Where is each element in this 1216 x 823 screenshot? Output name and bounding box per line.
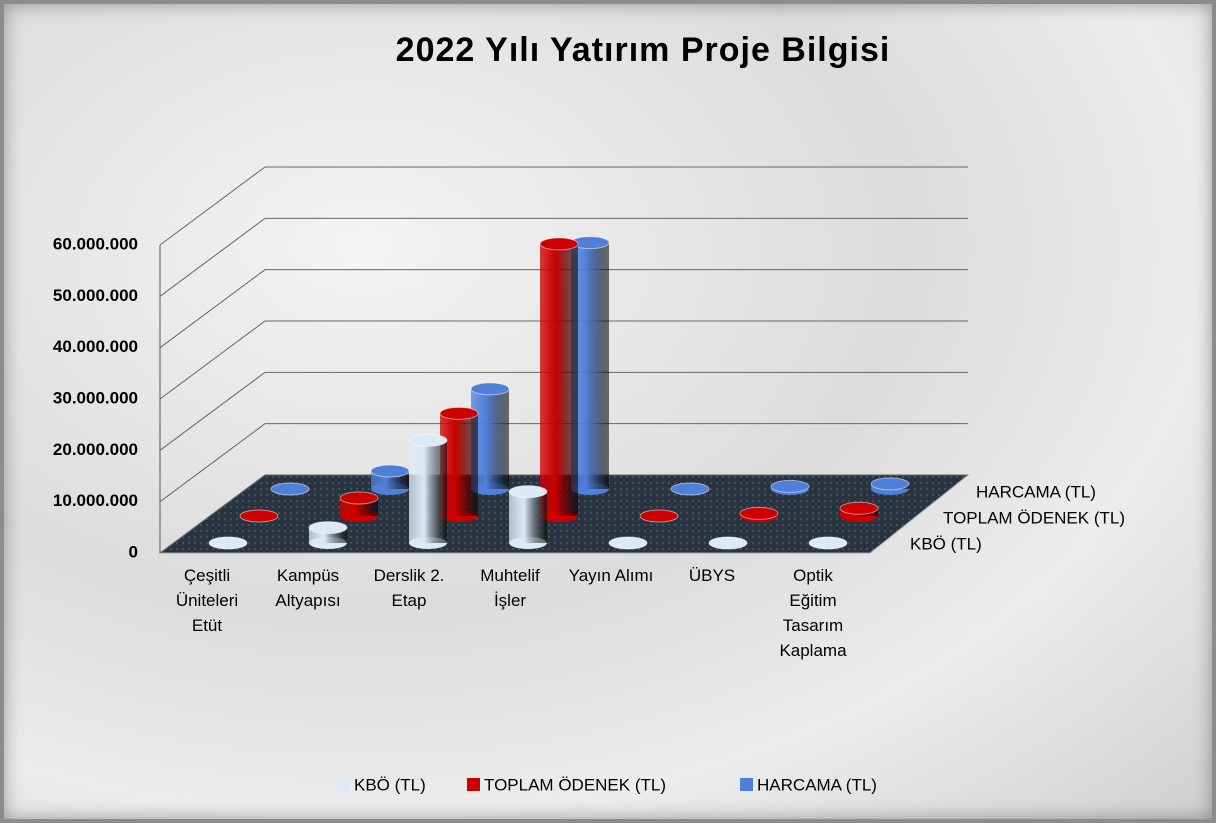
bar-top: [770, 479, 810, 493]
x-tick-label: Derslik 2. Etap: [373, 566, 445, 610]
legend-label: TOPLAM ÖDENEK (TL): [484, 775, 666, 794]
bar-top: [308, 521, 348, 535]
bar-top: [808, 536, 848, 550]
depth-label: KBÖ (TL): [910, 534, 982, 553]
y-tick-label: 10.000.000: [53, 491, 138, 510]
bar-top: [608, 536, 648, 550]
bar-top: [639, 509, 679, 523]
grid-line: [159, 474, 968, 554]
x-tick-label: ÜBYS: [688, 566, 736, 585]
bar-top: [470, 382, 510, 396]
grid-line: [159, 423, 968, 503]
bar: [409, 440, 447, 543]
bar-top: [708, 536, 748, 550]
chart-title: 2022 Yılı Yatırım Proje Bilgisi: [396, 31, 891, 69]
legend-swatch: [740, 778, 753, 791]
y-tick-label: 40.000.000: [53, 337, 138, 356]
bar-top: [870, 477, 910, 491]
bar-top: [408, 433, 448, 447]
y-tick-label: 50.000.000: [53, 286, 138, 305]
legend-swatch: [467, 778, 480, 791]
x-tick-label: Optik Eğitim Tasarım Kaplama: [779, 566, 847, 660]
bar: [509, 491, 547, 543]
bar-top: [739, 506, 779, 520]
bar-top: [839, 501, 879, 515]
bar-top: [270, 482, 310, 496]
grid-line: [159, 320, 968, 400]
legend-label: HARCAMA (TL): [757, 775, 877, 794]
bar-top: [670, 482, 710, 496]
x-tick-label: Yayın Alımı: [568, 566, 654, 585]
legend-swatch: [337, 778, 350, 791]
x-tick-label: Çeşitli Üniteleri Etüt: [175, 566, 239, 635]
x-tick-label: Kampüs Altyapısı: [275, 566, 341, 610]
grid-line: [159, 269, 968, 349]
y-tick-label: 30.000.000: [53, 388, 138, 407]
bar-top: [439, 406, 479, 420]
y-tick-label: 20.000.000: [53, 440, 138, 459]
legend-label: KBÖ (TL): [354, 775, 426, 794]
bar-top: [208, 536, 248, 550]
depth-label: TOPLAM ÖDENEK (TL): [943, 508, 1125, 527]
bar-top: [539, 237, 579, 251]
bar-top: [508, 485, 548, 499]
grid-line: [159, 166, 968, 246]
grid-line: [159, 217, 968, 297]
bar-top: [239, 509, 279, 523]
y-tick-label: 0: [129, 542, 138, 561]
bar: [540, 243, 578, 516]
depth-label: HARCAMA (TL): [976, 482, 1096, 501]
bar-top: [370, 464, 410, 478]
grid-line: [159, 371, 968, 451]
y-tick-label: 60.000.000: [53, 234, 138, 253]
x-tick-label: Muhtelif İşler: [480, 566, 540, 610]
bar-top: [339, 491, 379, 505]
